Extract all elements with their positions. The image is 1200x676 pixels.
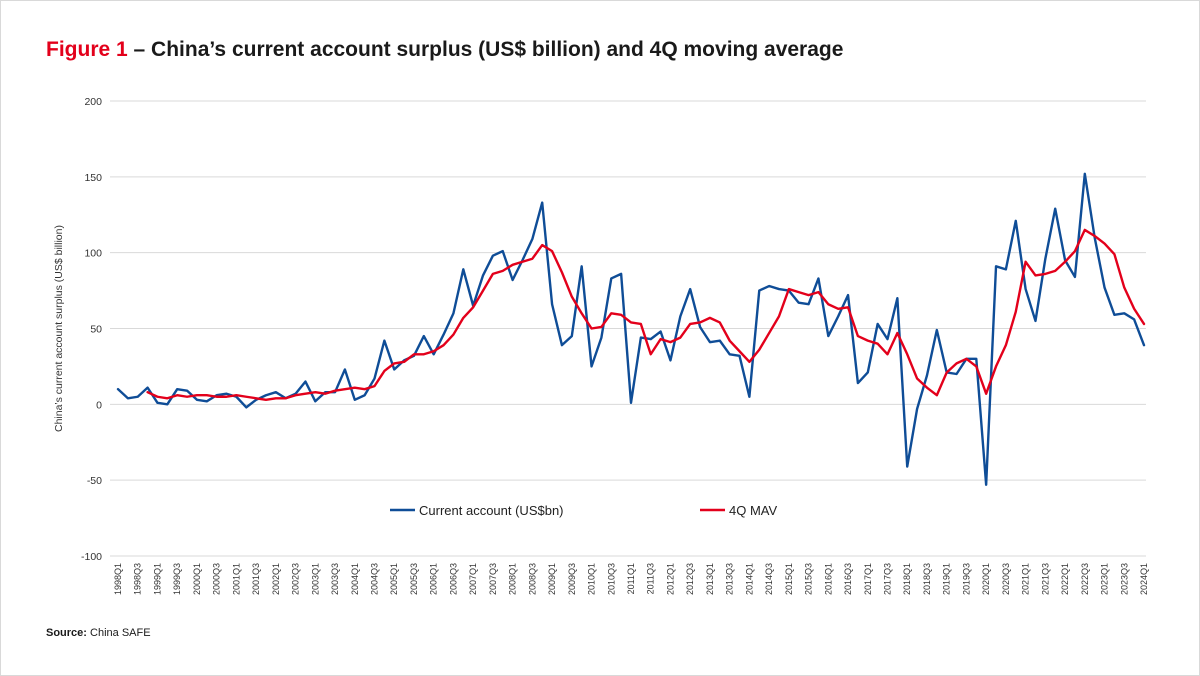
legend-item-mav: 4Q MAV (700, 503, 777, 518)
x-tick-label: 2018Q1 (902, 563, 912, 595)
x-tick-label: 1998Q1 (113, 563, 123, 595)
x-tick-label: 2020Q3 (1001, 563, 1011, 595)
current-account-line (116, 172, 1146, 486)
y-tick-label: 0 (96, 399, 102, 411)
gridlines (110, 100, 1146, 557)
y-axis-title: China’s current account surplus (US$ bil… (53, 225, 65, 432)
x-tick-label: 2024Q1 (1139, 563, 1149, 595)
x-tick-label: 2001Q3 (251, 563, 261, 595)
x-tick-label: 2016Q3 (843, 563, 853, 595)
x-tick-label: 2003Q3 (330, 563, 340, 595)
x-tick-label: 2019Q3 (961, 563, 971, 595)
x-tick-label: 2007Q1 (468, 563, 478, 595)
x-tick-label: 2008Q3 (527, 563, 537, 595)
x-tick-label: 2019Q1 (942, 563, 952, 595)
mav-line (146, 228, 1146, 401)
x-tick-label: 2021Q1 (1021, 563, 1031, 595)
x-tick-label: 2009Q3 (567, 563, 577, 595)
x-tick-label: 2007Q3 (488, 563, 498, 595)
x-tick-label: 2015Q1 (784, 563, 794, 595)
x-tick-label: 2020Q1 (981, 563, 991, 595)
series-lines (116, 172, 1146, 486)
x-tick-label: 2023Q1 (1100, 563, 1110, 595)
x-tick-label: 1999Q1 (152, 563, 162, 595)
x-tick-label: 2023Q3 (1119, 563, 1129, 595)
x-tick-label: 2017Q3 (883, 563, 893, 595)
y-axis-ticks: -100 -50 0 50 100 150 200 (81, 96, 102, 563)
y-tick-label: -50 (87, 475, 102, 487)
x-tick-label: 2009Q1 (547, 563, 557, 595)
x-tick-label: 2000Q3 (212, 563, 222, 595)
x-tick-label: 2014Q1 (744, 563, 754, 595)
x-tick-label: 2012Q3 (685, 563, 695, 595)
x-tick-label: 2006Q3 (448, 563, 458, 595)
x-tick-label: 2002Q1 (271, 563, 281, 595)
page-title: Figure 1 – China’s current account surpl… (46, 38, 843, 62)
title-text: – China’s current account surplus (US$ b… (133, 38, 844, 61)
y-tick-label: 50 (90, 324, 102, 336)
x-tick-label: 2001Q1 (231, 563, 241, 595)
source-label: Source: (46, 627, 87, 639)
x-tick-label: 2010Q1 (587, 563, 597, 595)
x-tick-label: 2015Q3 (804, 563, 814, 595)
x-tick-label: 2002Q3 (291, 563, 301, 595)
x-tick-label: 2005Q1 (389, 563, 399, 595)
x-tick-label: 2011Q3 (646, 563, 656, 594)
x-tick-label: 2011Q1 (626, 563, 636, 594)
x-tick-label: 2005Q3 (409, 563, 419, 595)
y-tick-label: 200 (84, 96, 102, 108)
figure-label: Figure 1 (46, 38, 128, 61)
x-tick-label: 2014Q3 (764, 563, 774, 595)
x-tick-label: 2006Q1 (429, 563, 439, 595)
x-tick-label: 2022Q1 (1060, 563, 1070, 595)
x-tick-label: 2021Q3 (1040, 563, 1050, 595)
x-tick-label: 2013Q3 (725, 563, 735, 595)
x-tick-label: 2004Q3 (370, 563, 380, 595)
x-tick-label: 1999Q3 (172, 563, 182, 595)
y-tick-label: 150 (84, 172, 102, 184)
legend-label: Current account (US$bn) (419, 503, 564, 518)
x-tick-label: 2017Q1 (863, 563, 873, 595)
x-tick-label: 2012Q1 (665, 563, 675, 595)
x-tick-label: 2013Q1 (705, 563, 715, 595)
x-tick-label: 2004Q1 (350, 563, 360, 595)
source-note: Source: China SAFE (46, 627, 151, 639)
legend-label: 4Q MAV (729, 503, 777, 518)
y-tick-label: 100 (84, 248, 102, 260)
legend: Current account (US$bn) 4Q MAV (390, 503, 777, 518)
x-axis-ticks: 1998Q1 1998Q3 1999Q1 1999Q3 2000Q1 2000Q3 2001… (113, 563, 1149, 595)
x-tick-label: 2016Q1 (823, 563, 833, 595)
x-tick-label: 1998Q3 (133, 563, 143, 595)
x-tick-label: 2010Q3 (606, 563, 616, 595)
legend-item-current-account: Current account (US$bn) (390, 503, 564, 518)
x-tick-label: 2022Q3 (1080, 563, 1090, 595)
x-tick-label: 2018Q3 (922, 563, 932, 595)
y-tick-label: -100 (81, 551, 102, 563)
x-tick-label: 2000Q1 (192, 563, 202, 595)
source-text: China SAFE (90, 627, 151, 639)
x-tick-label: 2008Q1 (508, 563, 518, 595)
x-tick-label: 2003Q1 (310, 563, 320, 595)
